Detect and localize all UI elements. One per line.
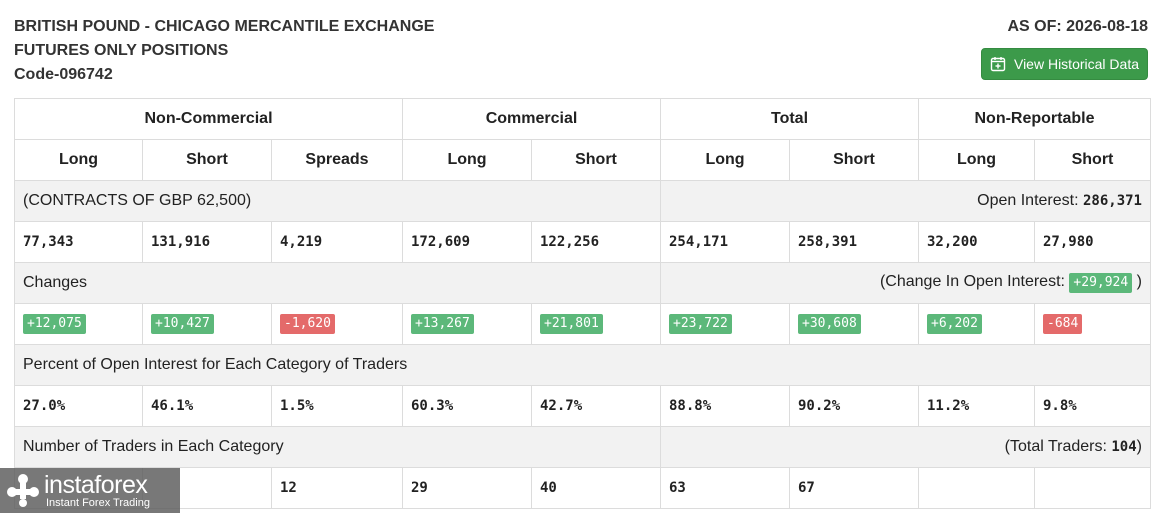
- view-historical-data-label: View Historical Data: [1013, 56, 1139, 72]
- instaforex-tagline: Instant Forex Trading: [46, 497, 150, 509]
- column-header: Long: [660, 139, 790, 181]
- change-badge: +12,075: [23, 314, 86, 334]
- contracts-label: (CONTRACTS OF GBP 62,500): [14, 180, 661, 222]
- change-badge: +10,427: [151, 314, 214, 334]
- percent-cell: 9.8%: [1034, 385, 1151, 427]
- column-header: Short: [1034, 139, 1151, 181]
- changes-band-row: Changes (Change In Open Interest: +29,92…: [14, 262, 1151, 304]
- percent-cell: 27.0%: [14, 385, 143, 427]
- traders-cell: 67: [789, 467, 919, 509]
- group-header-row: Non-Commercial Commercial Total Non-Repo…: [14, 98, 1151, 140]
- position-cell: 172,609: [402, 221, 532, 263]
- changes-row: +12,075 +10,427 -1,620 +13,267 +21,801 +…: [14, 303, 1151, 345]
- column-header: Short: [789, 139, 919, 181]
- report-title: BRITISH POUND - CHICAGO MERCANTILE EXCHA…: [14, 18, 435, 35]
- change-cell: +13,267: [402, 303, 532, 345]
- column-header: Spreads: [271, 139, 403, 181]
- position-cell: 258,391: [789, 221, 919, 263]
- column-header: Long: [402, 139, 532, 181]
- position-cell: 122,256: [531, 221, 661, 263]
- group-header-non-commercial: Non-Commercial: [14, 98, 403, 140]
- report-title-block: BRITISH POUND - CHICAGO MERCANTILE EXCHA…: [14, 15, 434, 87]
- open-interest-value: 286,371: [1082, 193, 1142, 209]
- total-traders-value: 104: [1111, 439, 1137, 455]
- percent-cell: 1.5%: [271, 385, 403, 427]
- changes-label: Changes: [14, 262, 661, 304]
- percent-cell: 42.7%: [531, 385, 661, 427]
- total-traders-label: (Total Traders:: [1004, 438, 1107, 455]
- traders-cell: [918, 467, 1035, 509]
- traders-row: 12 29 40 63 67: [14, 467, 1151, 509]
- change-open-interest: (Change In Open Interest: +29,924 ): [660, 262, 1151, 304]
- change-cell: +6,202: [918, 303, 1035, 345]
- percent-cell: 46.1%: [142, 385, 272, 427]
- instaforex-logo-icon: [5, 472, 41, 513]
- change-badge: -1,620: [280, 314, 335, 334]
- traders-cell: [1034, 467, 1151, 509]
- open-interest: Open Interest: 286,371: [660, 180, 1151, 222]
- open-interest-label: Open Interest:: [977, 192, 1079, 209]
- total-traders: (Total Traders: 104): [660, 426, 1151, 468]
- change-cell: +21,801: [531, 303, 661, 345]
- traders-cell: 29: [402, 467, 532, 509]
- traders-band-row: Number of Traders in Each Category (Tota…: [14, 426, 1151, 468]
- traders-cell: 12: [271, 467, 403, 509]
- percent-cell: 88.8%: [660, 385, 790, 427]
- group-header-total: Total: [660, 98, 919, 140]
- position-cell: 4,219: [271, 221, 403, 263]
- change-badge: -684: [1043, 314, 1083, 334]
- group-header-commercial: Commercial: [402, 98, 661, 140]
- position-cell: 131,916: [142, 221, 272, 263]
- change-cell: +30,608: [789, 303, 919, 345]
- column-header: Short: [142, 139, 272, 181]
- view-historical-data-button[interactable]: View Historical Data: [980, 48, 1148, 80]
- change-badge: +21,801: [540, 314, 603, 334]
- report-code: Code-096742: [14, 66, 113, 83]
- column-header: Long: [14, 139, 143, 181]
- percent-band-row: Percent of Open Interest for Each Catego…: [14, 344, 1151, 386]
- percent-cell: 90.2%: [789, 385, 919, 427]
- percent-cell: 60.3%: [402, 385, 532, 427]
- change-cell: +23,722: [660, 303, 790, 345]
- positions-row: 77,343 131,916 4,219 172,609 122,256 254…: [14, 221, 1151, 263]
- change-badge: +30,608: [798, 314, 861, 334]
- change-cell: +10,427: [142, 303, 272, 345]
- percent-row: 27.0% 46.1% 1.5% 60.3% 42.7% 88.8% 90.2%…: [14, 385, 1151, 427]
- report-meta: AS OF: 2026-08-18 View Historical Data: [980, 15, 1148, 80]
- change-cell: +12,075: [14, 303, 143, 345]
- total-traders-close: ): [1136, 438, 1142, 455]
- percent-label: Percent of Open Interest for Each Catego…: [14, 344, 1151, 386]
- change-open-interest-badge: +29,924: [1069, 273, 1133, 293]
- change-badge: +23,722: [669, 314, 732, 334]
- change-cell: -684: [1034, 303, 1151, 345]
- change-open-interest-close: ): [1136, 273, 1142, 290]
- change-badge: +6,202: [927, 314, 982, 334]
- position-cell: 32,200: [918, 221, 1035, 263]
- traders-cell: 63: [660, 467, 790, 509]
- calendar-plus-icon: [990, 56, 1006, 72]
- cot-positions-table: Non-Commercial Commercial Total Non-Repo…: [14, 98, 1151, 509]
- column-header-row: Long Short Spreads Long Short Long Short…: [14, 139, 1151, 181]
- group-header-non-reportable: Non-Reportable: [918, 98, 1151, 140]
- change-badge: +13,267: [411, 314, 474, 334]
- percent-cell: 11.2%: [918, 385, 1035, 427]
- position-cell: 77,343: [14, 221, 143, 263]
- column-header: Long: [918, 139, 1035, 181]
- report-subtitle: FUTURES ONLY POSITIONS: [14, 42, 229, 59]
- position-cell: 254,171: [660, 221, 790, 263]
- instaforex-brand: instaforex: [44, 471, 148, 499]
- instaforex-logo: instaforex Instant Forex Trading: [0, 468, 180, 513]
- as-of-date: AS OF: 2026-08-18: [1007, 18, 1148, 35]
- contracts-band-row: (CONTRACTS OF GBP 62,500) Open Interest:…: [14, 180, 1151, 222]
- traders-label: Number of Traders in Each Category: [14, 426, 661, 468]
- column-header: Short: [531, 139, 661, 181]
- position-cell: 27,980: [1034, 221, 1151, 263]
- traders-cell: 40: [531, 467, 661, 509]
- change-open-interest-label: (Change In Open Interest:: [879, 273, 1065, 290]
- change-cell: -1,620: [271, 303, 403, 345]
